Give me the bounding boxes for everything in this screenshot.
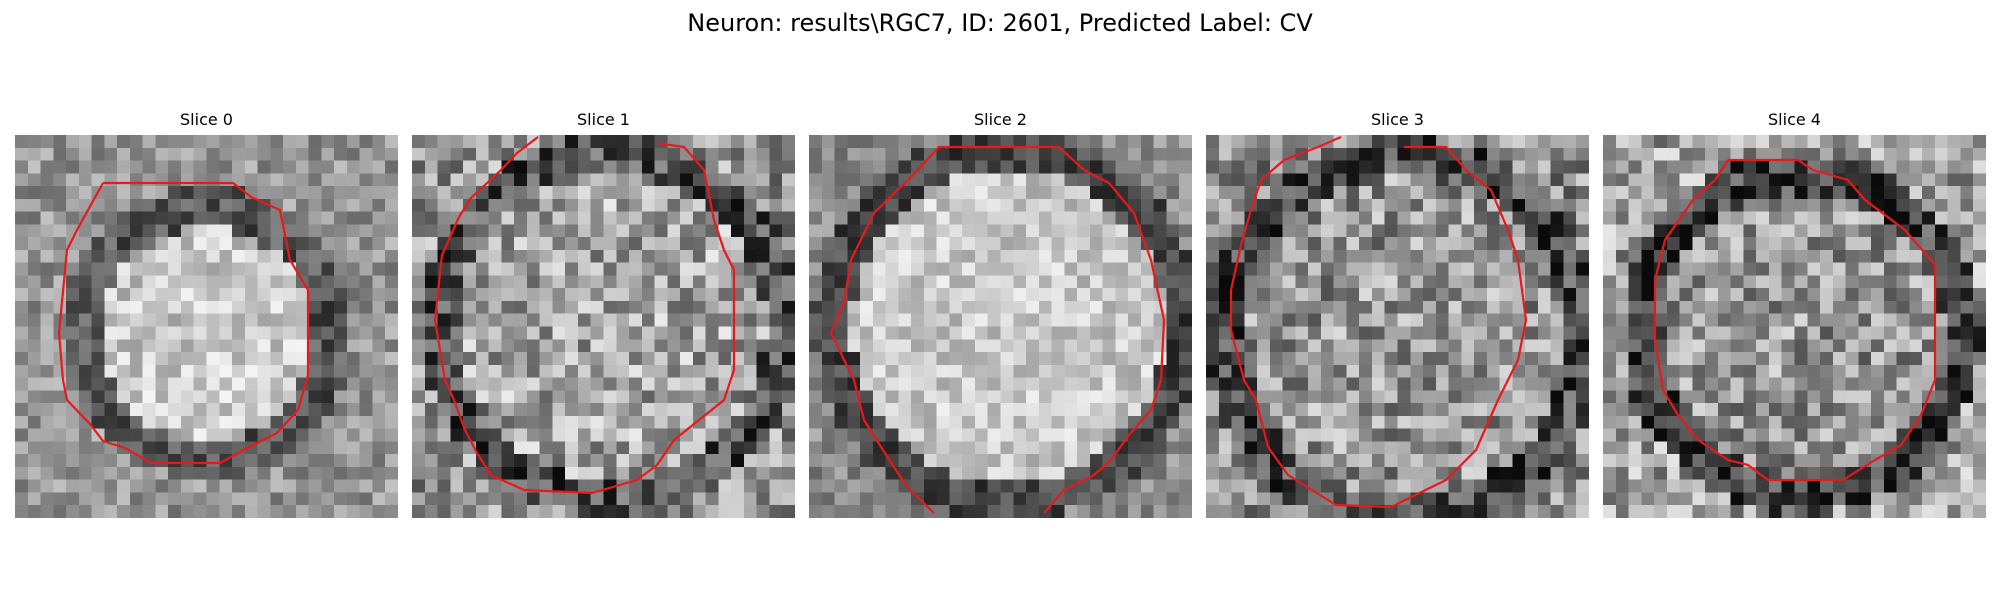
grayscale-micrograph	[412, 135, 795, 518]
figure-title: Neuron: results\RGC7, ID: 2601, Predicte…	[687, 9, 1313, 37]
slice-title: Slice 0	[180, 110, 233, 129]
grayscale-micrograph	[15, 135, 398, 518]
slice-image	[412, 135, 795, 518]
cell-contour-overlay	[433, 136, 736, 495]
red-contour	[57, 181, 310, 465]
slice-title: Slice 3	[1371, 110, 1424, 129]
slice-image	[1603, 135, 1986, 518]
cell-contour-overlay	[57, 181, 310, 465]
grayscale-micrograph	[809, 135, 1192, 518]
slice-image	[809, 135, 1192, 518]
red-contour	[433, 136, 736, 495]
slice-image	[1206, 135, 1589, 518]
slice-title: Slice 1	[577, 110, 630, 129]
slice-title: Slice 2	[974, 110, 1027, 129]
slice-image	[15, 135, 398, 518]
cell-contour-overlay	[1229, 135, 1528, 509]
grayscale-micrograph	[1603, 135, 1986, 518]
cell-contour-overlay	[829, 145, 1166, 514]
red-contour	[1229, 135, 1528, 509]
cell-contour-overlay	[1653, 158, 1937, 482]
red-contour	[1653, 158, 1937, 482]
red-contour	[829, 145, 1166, 514]
slice-title: Slice 4	[1768, 110, 1821, 129]
